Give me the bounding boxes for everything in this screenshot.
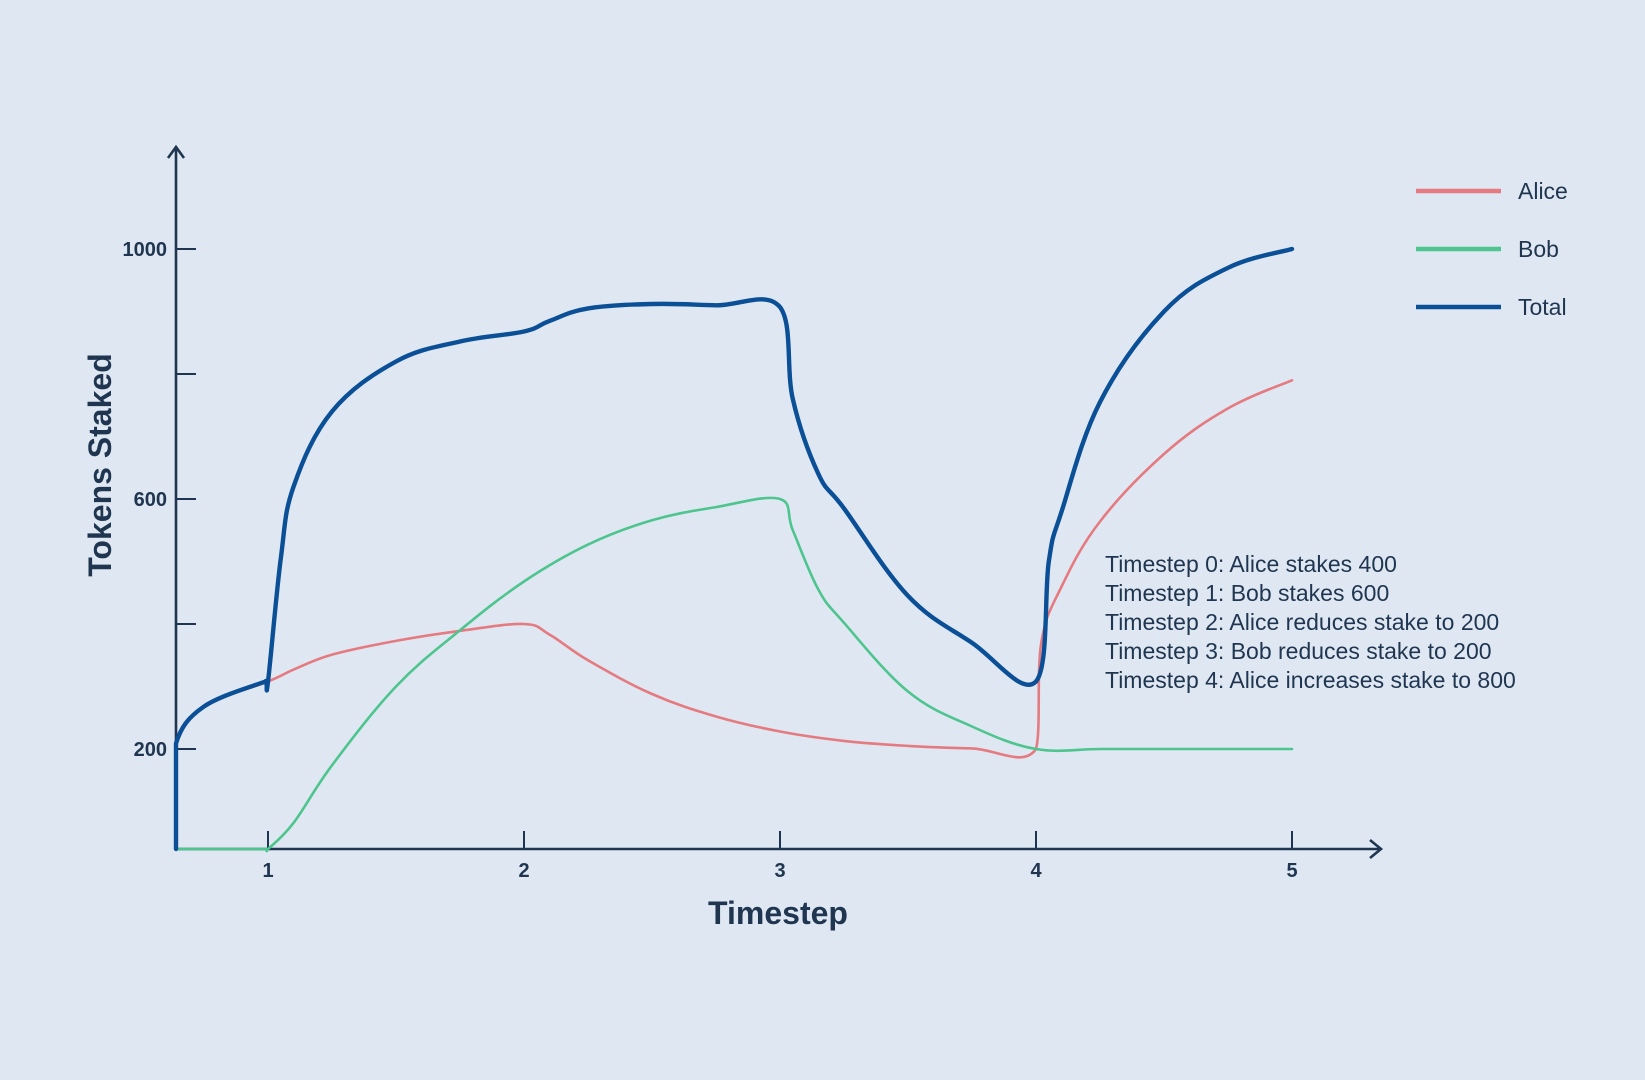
- annotation-line-4: Timestep 3: Bob reduces stake to 200: [1105, 638, 1492, 664]
- y-tick-label-1000: 1000: [123, 239, 168, 261]
- x-tick-label-3: 3: [774, 860, 785, 882]
- y-tick-label-600: 600: [134, 489, 167, 511]
- annotation-line-5: Timestep 4: Alice increases stake to 800: [1105, 667, 1516, 693]
- y-ticks: 200 600 1000: [123, 239, 196, 761]
- y-tick-label-200: 200: [134, 739, 167, 761]
- x-tick-label-5: 5: [1286, 860, 1297, 882]
- y-axis-arrowhead: [166, 144, 186, 159]
- legend-label-bob: Bob: [1518, 236, 1559, 262]
- legend-label-total: Total: [1518, 294, 1567, 320]
- legend-label-alice: Alice: [1518, 178, 1568, 204]
- x-tick-label-4: 4: [1030, 860, 1042, 882]
- annotation-block: Timestep 0: Alice stakes 400 Timestep 1:…: [1105, 551, 1516, 693]
- x-tick-label-1: 1: [262, 860, 273, 882]
- series-lines: [173, 246, 1295, 853]
- annotation-line-2: Timestep 1: Bob stakes 600: [1105, 580, 1389, 606]
- series-line-alice: [174, 379, 1294, 851]
- x-tick-label-2: 2: [518, 860, 529, 882]
- series-line-bob: [174, 496, 1294, 853]
- x-ticks: 1 2 3 4 5: [262, 831, 1298, 882]
- annotation-line-3: Timestep 2: Alice reduces stake to 200: [1105, 609, 1499, 635]
- y-axis-title: Tokens Staked: [82, 353, 118, 576]
- legend: Alice Bob Total: [1416, 178, 1568, 320]
- x-axis-title: Timestep: [708, 895, 848, 931]
- x-axis-arrowhead: [1369, 838, 1384, 860]
- axes: [166, 144, 1384, 860]
- annotation-line-1: Timestep 0: Alice stakes 400: [1105, 551, 1397, 577]
- series-line-total: [173, 246, 1295, 852]
